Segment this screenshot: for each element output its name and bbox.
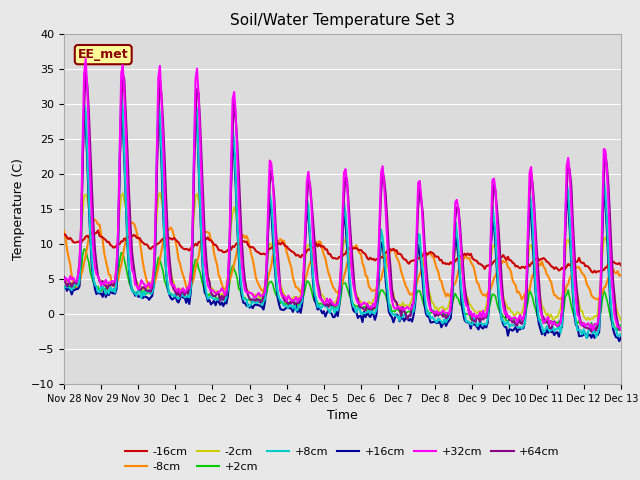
+8cm bbox=[397, 309, 405, 315]
+64cm bbox=[397, 313, 405, 319]
-2cm bbox=[60, 277, 68, 283]
+32cm bbox=[589, 327, 597, 333]
-16cm bbox=[94, 228, 102, 233]
+8cm bbox=[583, 335, 591, 341]
-8cm bbox=[91, 217, 99, 223]
+16cm bbox=[616, 338, 623, 344]
-16cm bbox=[379, 255, 387, 261]
-2cm bbox=[617, 317, 625, 323]
-16cm bbox=[589, 270, 597, 276]
+32cm bbox=[165, 270, 173, 276]
+2cm bbox=[60, 284, 68, 289]
+64cm bbox=[588, 329, 595, 335]
Line: +2cm: +2cm bbox=[64, 249, 621, 330]
+32cm bbox=[410, 299, 417, 305]
+16cm bbox=[165, 291, 173, 297]
+8cm bbox=[379, 234, 387, 240]
+16cm bbox=[397, 315, 405, 321]
+64cm bbox=[410, 300, 417, 306]
Line: +8cm: +8cm bbox=[64, 95, 621, 338]
Line: +16cm: +16cm bbox=[64, 107, 621, 341]
+16cm bbox=[617, 335, 625, 340]
-16cm bbox=[410, 257, 417, 263]
-8cm bbox=[379, 269, 387, 275]
+8cm bbox=[550, 328, 558, 334]
+8cm bbox=[76, 278, 83, 284]
+16cm bbox=[76, 284, 83, 289]
Title: Soil/Water Temperature Set 3: Soil/Water Temperature Set 3 bbox=[230, 13, 455, 28]
-16cm bbox=[165, 235, 173, 241]
+8cm bbox=[617, 331, 625, 337]
-8cm bbox=[76, 281, 83, 287]
-2cm bbox=[410, 290, 417, 296]
+2cm bbox=[614, 327, 621, 333]
+8cm bbox=[60, 286, 68, 291]
-2cm bbox=[76, 262, 83, 267]
Line: +64cm: +64cm bbox=[64, 73, 621, 332]
+2cm bbox=[80, 246, 88, 252]
+16cm bbox=[379, 243, 387, 249]
+64cm bbox=[617, 326, 625, 332]
Y-axis label: Temperature (C): Temperature (C) bbox=[12, 158, 26, 260]
-8cm bbox=[397, 268, 405, 274]
+32cm bbox=[379, 163, 387, 169]
+8cm bbox=[410, 308, 417, 314]
Line: +32cm: +32cm bbox=[64, 59, 621, 330]
+16cm bbox=[550, 332, 558, 338]
+2cm bbox=[617, 322, 625, 328]
+64cm bbox=[76, 260, 83, 265]
+32cm bbox=[76, 263, 83, 269]
+64cm bbox=[550, 318, 558, 324]
-2cm bbox=[379, 241, 387, 247]
+8cm bbox=[165, 291, 173, 297]
+16cm bbox=[60, 284, 68, 290]
+32cm bbox=[82, 56, 90, 61]
-16cm bbox=[76, 239, 83, 244]
+32cm bbox=[617, 326, 625, 332]
-2cm bbox=[165, 262, 173, 268]
-8cm bbox=[552, 293, 559, 299]
+16cm bbox=[410, 312, 417, 318]
+2cm bbox=[76, 280, 83, 286]
-8cm bbox=[518, 297, 525, 302]
+8cm bbox=[117, 92, 125, 97]
+2cm bbox=[550, 321, 558, 326]
Text: EE_met: EE_met bbox=[78, 48, 129, 61]
+2cm bbox=[165, 290, 173, 296]
+2cm bbox=[379, 288, 387, 293]
+64cm bbox=[165, 252, 173, 257]
+64cm bbox=[379, 169, 387, 175]
X-axis label: Time: Time bbox=[327, 409, 358, 422]
+2cm bbox=[410, 305, 417, 311]
-2cm bbox=[156, 190, 164, 195]
Line: -8cm: -8cm bbox=[64, 220, 621, 300]
-16cm bbox=[397, 252, 405, 257]
+64cm bbox=[60, 274, 68, 280]
Line: -16cm: -16cm bbox=[64, 230, 621, 273]
-8cm bbox=[60, 228, 68, 234]
+32cm bbox=[60, 277, 68, 283]
+32cm bbox=[550, 320, 558, 325]
-8cm bbox=[410, 289, 417, 295]
+64cm bbox=[82, 71, 90, 76]
-2cm bbox=[550, 316, 558, 322]
+2cm bbox=[397, 308, 405, 314]
Legend: -16cm, -8cm, -2cm, +2cm, +8cm, +16cm, +32cm, +64cm: -16cm, -8cm, -2cm, +2cm, +8cm, +16cm, +3… bbox=[121, 442, 564, 477]
-16cm bbox=[550, 266, 558, 272]
-8cm bbox=[617, 272, 625, 278]
-16cm bbox=[60, 231, 68, 237]
-16cm bbox=[617, 262, 625, 268]
-2cm bbox=[397, 304, 405, 310]
+16cm bbox=[117, 104, 125, 110]
+32cm bbox=[397, 304, 405, 310]
Line: -2cm: -2cm bbox=[64, 192, 621, 320]
-8cm bbox=[165, 227, 173, 232]
